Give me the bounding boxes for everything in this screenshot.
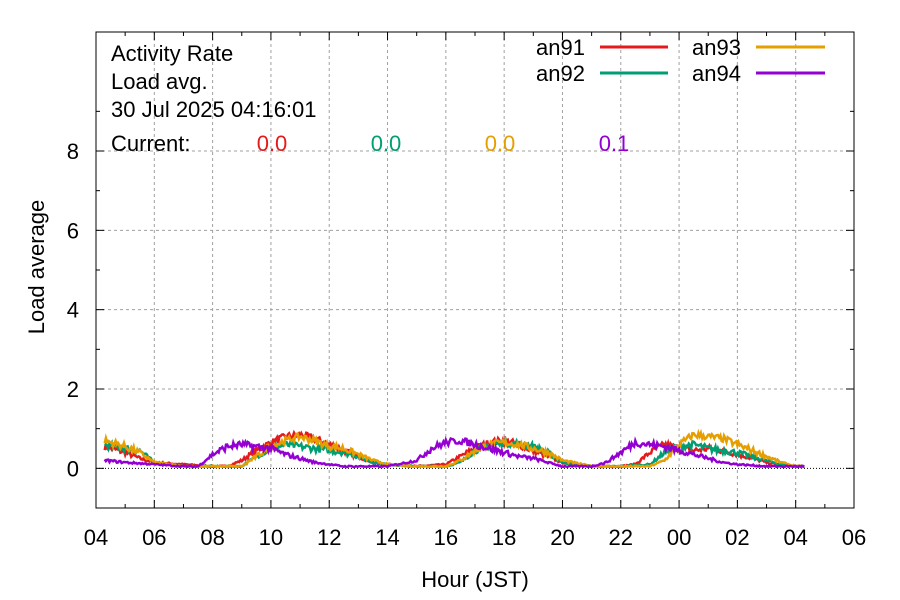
legend-label-an93: an93 — [692, 35, 741, 60]
x-tick-label: 00 — [667, 525, 691, 550]
x-tick-label: 02 — [725, 525, 749, 550]
y-tick-label: 4 — [67, 298, 79, 323]
axis-ticks — [95, 32, 855, 509]
grid — [96, 32, 854, 508]
x-tick-label: 04 — [84, 525, 108, 550]
x-tick-label: 22 — [609, 525, 633, 550]
legend-label-an92: an92 — [536, 61, 585, 86]
current-value-an91: 0.0 — [257, 131, 288, 156]
y-tick-label: 0 — [67, 456, 79, 481]
current-value-an93: 0.0 — [485, 131, 516, 156]
series-line-an93 — [103, 428, 805, 469]
info-title: Activity Rate — [111, 41, 233, 66]
x-tick-label: 14 — [375, 525, 399, 550]
legend-label-an94: an94 — [692, 61, 741, 86]
series-lines — [103, 428, 805, 469]
x-axis-title: Hour (JST) — [421, 567, 529, 592]
x-tick-labels: 04 06 08 10 12 14 16 18 20 22 00 02 04 06 — [84, 525, 866, 550]
x-tick-label: 12 — [317, 525, 341, 550]
current-value-an92: 0.0 — [371, 131, 402, 156]
y-axis-title: Load average — [24, 200, 49, 335]
y-tick-label: 8 — [67, 139, 79, 164]
legend-label-an91: an91 — [536, 35, 585, 60]
x-tick-label: 04 — [783, 525, 807, 550]
y-tick-labels: 0 2 4 6 8 — [67, 139, 79, 481]
y-tick-label: 2 — [67, 377, 79, 402]
x-tick-label: 06 — [842, 525, 866, 550]
series-line-an94 — [103, 436, 805, 469]
x-tick-label: 16 — [434, 525, 458, 550]
current-value-an94: 0.1 — [599, 131, 630, 156]
x-tick-label: 06 — [142, 525, 166, 550]
current-label: Current: — [111, 131, 190, 156]
y-tick-label: 6 — [67, 218, 79, 243]
x-tick-label: 18 — [492, 525, 516, 550]
x-tick-label: 08 — [200, 525, 224, 550]
current-values: 0.0 0.0 0.0 0.1 — [257, 131, 630, 156]
x-tick-label: 20 — [550, 525, 574, 550]
x-tick-label: 10 — [259, 525, 283, 550]
info-subtitle: Load avg. — [111, 69, 208, 94]
info-timestamp: 30 Jul 2025 04:16:01 — [111, 97, 317, 122]
